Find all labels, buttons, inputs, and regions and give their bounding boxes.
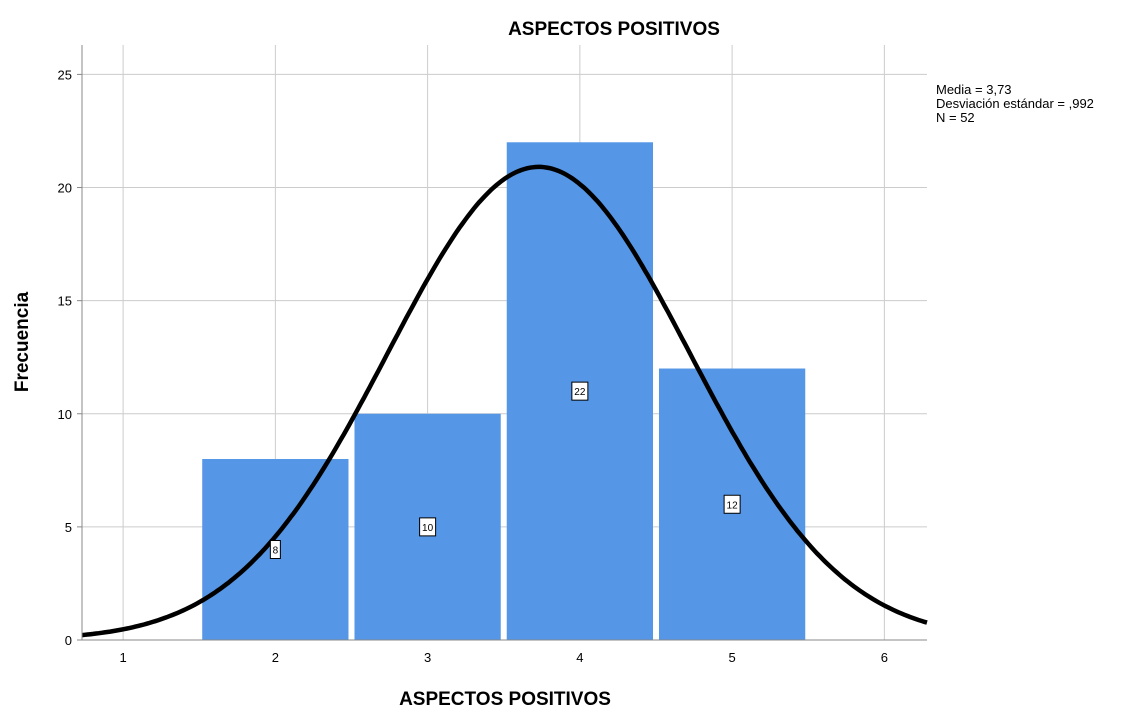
- y-tick-labels: 0 5 10 15 20 25: [58, 67, 72, 648]
- x-tick-label: 2: [272, 650, 279, 665]
- x-tick-label: 1: [119, 650, 126, 665]
- stat-sd: Desviación estándar = ,992: [936, 96, 1094, 111]
- x-tick-label: 6: [881, 650, 888, 665]
- y-tick-label: 15: [58, 294, 72, 309]
- stats-box: Media = 3,73 Desviación estándar = ,992 …: [936, 82, 1094, 125]
- normal-curve: [81, 164, 928, 638]
- data-label: 12: [727, 500, 739, 511]
- x-tick-label: 4: [576, 650, 583, 665]
- data-label: 8: [273, 546, 279, 557]
- data-label: 10: [422, 523, 434, 534]
- x-tick-labels: 1 2 3 4 5 6: [119, 650, 887, 665]
- x-tick-label: 5: [728, 650, 735, 665]
- y-tick-label: 25: [58, 67, 72, 82]
- data-labels: 8 10 22 12: [269, 381, 741, 560]
- stat-mean: Media = 3,73: [936, 82, 1012, 97]
- stat-n: N = 52: [936, 110, 975, 125]
- axes: [77, 45, 927, 641]
- y-tick-label: 5: [65, 520, 72, 535]
- y-tick-label: 20: [58, 181, 72, 196]
- data-label: 22: [574, 387, 586, 398]
- y-tick-label: 10: [58, 407, 72, 422]
- bars: [202, 142, 806, 640]
- chart-title: ASPECTOS POSITIVOS: [508, 19, 720, 40]
- data-label-box: [269, 540, 281, 560]
- x-tick-label: 3: [424, 650, 431, 665]
- y-tick-label: 0: [65, 633, 72, 648]
- x-axis-title: ASPECTOS POSITIVOS: [399, 689, 611, 709]
- data-label-box: [571, 381, 589, 401]
- data-label-box: [419, 517, 437, 537]
- y-axis-title: Frecuencia: [12, 291, 33, 392]
- data-label-box: [723, 494, 741, 514]
